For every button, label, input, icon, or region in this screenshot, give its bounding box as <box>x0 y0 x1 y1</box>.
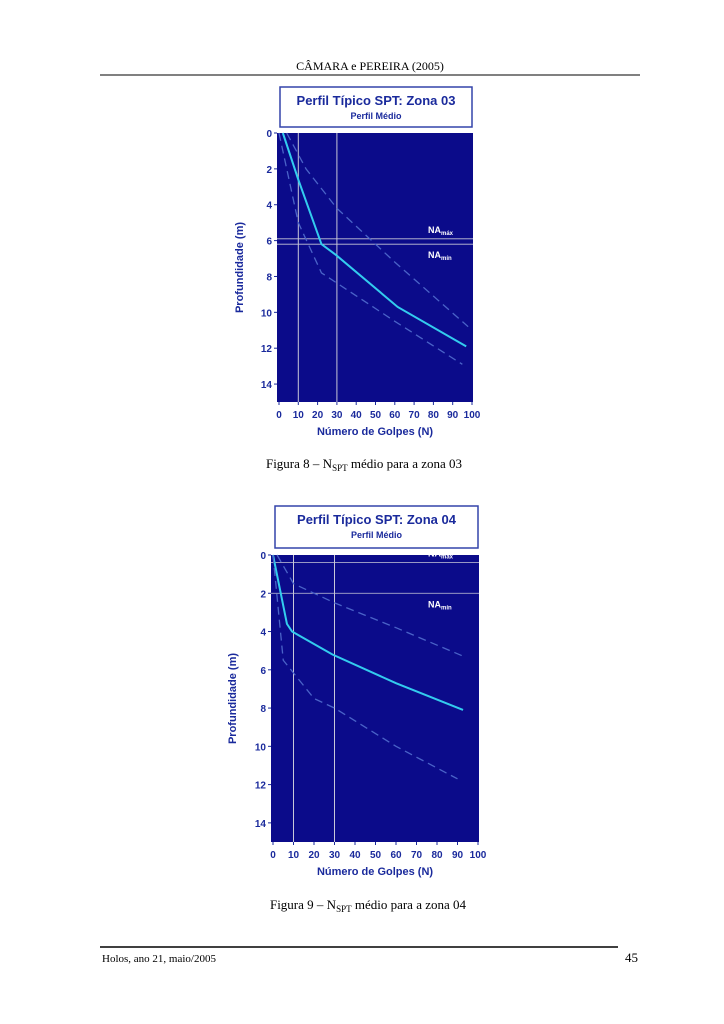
x-tick-label: 50 <box>370 410 382 421</box>
caption-text: Figura 8 – N <box>266 456 333 471</box>
footer-text: Holos, ano 21, maio/2005 <box>102 953 216 965</box>
caption-text: médio para a zona 04 <box>352 897 467 912</box>
x-tick-label: 80 <box>428 410 440 421</box>
envelope-line <box>272 554 458 780</box>
caption-sub: SPT <box>332 463 348 473</box>
x-tick-label: 50 <box>370 850 382 861</box>
caption: Figura 8 – NSPT médio para a zona 03 <box>266 456 462 473</box>
mean-line <box>281 132 467 348</box>
water-level-label: NAmín <box>428 250 452 262</box>
x-tick-label: 70 <box>409 410 421 421</box>
y-tick-label: 10 <box>261 308 273 319</box>
y-tick-label: 4 <box>260 628 266 639</box>
x-tick-label: 20 <box>312 410 324 421</box>
water-level-label-sub: mín <box>441 256 452 262</box>
y-tick-label: 12 <box>261 344 273 355</box>
y-tick-label: 12 <box>255 781 267 792</box>
envelope-line <box>286 132 469 328</box>
x-tick-label: 70 <box>411 850 423 861</box>
plot-area <box>271 555 479 842</box>
y-tick-label: 0 <box>266 129 272 140</box>
title-box <box>279 86 473 128</box>
y-tick-label: 2 <box>260 589 266 600</box>
water-level-label: NAmáx <box>428 225 454 237</box>
x-tick-label: 60 <box>390 850 402 861</box>
x-tick-label: 40 <box>351 410 363 421</box>
x-tick-label: 10 <box>293 410 305 421</box>
y-tick-label: 2 <box>266 165 272 176</box>
x-tick-label: 90 <box>452 850 464 861</box>
x-tick-label: 60 <box>389 410 401 421</box>
y-tick-label: 8 <box>266 272 272 283</box>
y-tick-label: 10 <box>255 742 267 753</box>
caption-text: Figura 9 – N <box>270 897 337 912</box>
y-axis-label: Profundidade (m) <box>227 653 239 744</box>
x-tick-label: 100 <box>464 410 481 421</box>
y-tick-label: 4 <box>266 201 272 212</box>
y-tick-label: 6 <box>260 666 266 677</box>
envelope-line <box>276 554 464 658</box>
y-tick-label: 6 <box>266 237 272 248</box>
x-tick-label: 80 <box>431 850 443 861</box>
x-tick-label: 30 <box>331 410 343 421</box>
chart-title: Perfil Típico SPT: Zona 03 <box>297 93 456 108</box>
x-tick-label: 0 <box>270 850 276 861</box>
running-header: CÂMARA e PEREIRA (2005) <box>296 59 444 73</box>
x-tick-label: 40 <box>349 850 361 861</box>
envelope-line <box>278 132 463 365</box>
water-level-label: NAmín <box>428 599 452 611</box>
mean-line <box>272 554 464 711</box>
caption-text: médio para a zona 03 <box>348 456 462 471</box>
water-level-label-sub: máx <box>441 555 454 561</box>
water-level-label-sub: máx <box>441 231 454 237</box>
y-tick-label: 8 <box>260 704 266 715</box>
y-tick-label: 0 <box>260 551 266 562</box>
title-box <box>274 505 479 549</box>
water-level-label: NAmáx <box>428 549 454 561</box>
water-level-label-main: NA <box>428 549 441 559</box>
y-axis-label: Profundidade (m) <box>234 222 246 313</box>
x-tick-label: 30 <box>329 850 341 861</box>
water-level-label-main: NA <box>428 250 441 260</box>
water-level-label-main: NA <box>428 599 441 609</box>
x-axis-label: Número de Golpes (N) <box>317 866 433 878</box>
x-tick-label: 90 <box>447 410 459 421</box>
chart-subtitle: Perfil Médio <box>350 111 402 121</box>
x-axis-label: Número de Golpes (N) <box>317 426 433 438</box>
water-level-label-main: NA <box>428 225 441 235</box>
y-tick-label: 14 <box>255 819 267 830</box>
page-number: 45 <box>625 950 638 965</box>
caption: Figura 9 – NSPT médio para a zona 04 <box>270 897 467 914</box>
chart-title: Perfil Típico SPT: Zona 04 <box>297 512 457 527</box>
water-level-label-sub: mín <box>441 605 452 611</box>
caption-sub: SPT <box>336 904 352 914</box>
x-tick-label: 0 <box>276 410 282 421</box>
chart-subtitle: Perfil Médio <box>351 530 403 540</box>
y-tick-label: 14 <box>261 380 273 391</box>
plot-area <box>277 133 473 402</box>
x-tick-label: 100 <box>470 850 487 861</box>
x-tick-label: 10 <box>288 850 300 861</box>
x-tick-label: 20 <box>308 850 320 861</box>
